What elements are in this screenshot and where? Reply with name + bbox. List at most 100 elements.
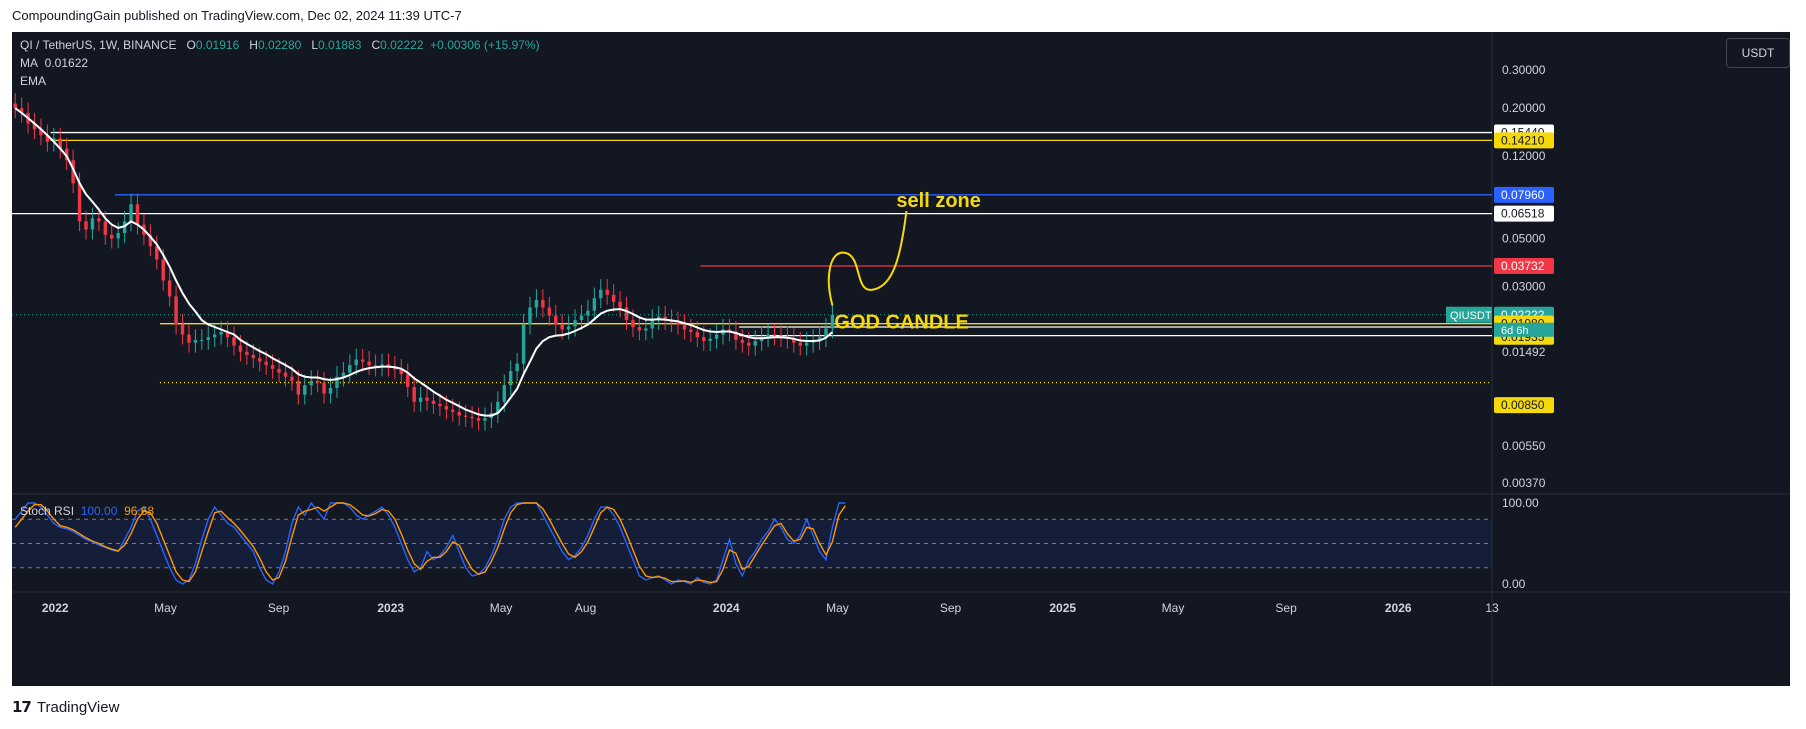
chart-canvas[interactable]: sell zone GOD CANDLE 0.30000 0.20000 0.12000… bbox=[12, 32, 1790, 686]
candle-body bbox=[431, 400, 436, 404]
candle bbox=[496, 391, 500, 424]
candle bbox=[19, 97, 24, 123]
tradingview-logo-icon[interactable]: 𝟭𝟳 bbox=[12, 698, 32, 716]
price-label-bg bbox=[1494, 397, 1554, 414]
candle bbox=[528, 296, 532, 335]
candle bbox=[200, 329, 204, 350]
candle bbox=[373, 354, 378, 377]
candle-body bbox=[747, 342, 751, 346]
candle-body bbox=[702, 337, 706, 342]
candle-body bbox=[360, 359, 365, 362]
candle bbox=[412, 376, 416, 412]
candle-body bbox=[373, 365, 378, 367]
candle-body bbox=[219, 331, 223, 335]
price-tick: 0.03000 bbox=[1502, 280, 1546, 294]
candle-body bbox=[541, 299, 545, 308]
candle bbox=[386, 353, 391, 377]
candle bbox=[650, 309, 654, 339]
candle bbox=[84, 210, 88, 240]
time-tick: 2025 bbox=[1049, 601, 1076, 615]
candle-body bbox=[155, 246, 159, 260]
tradingview-brand[interactable]: TradingView bbox=[36, 698, 120, 716]
candle-body bbox=[830, 314, 835, 329]
candle-body bbox=[187, 334, 191, 343]
candle bbox=[103, 210, 108, 245]
candle-body bbox=[637, 327, 642, 331]
candle bbox=[64, 138, 69, 171]
candle-body bbox=[663, 316, 667, 321]
ma-legend[interactable]: MA 0.01622 bbox=[20, 56, 88, 70]
stoch-legend[interactable]: Stoch RSI 100.00 96.68 bbox=[20, 504, 154, 518]
time-tick: Aug bbox=[575, 601, 596, 615]
open-label: O bbox=[186, 38, 196, 52]
candle bbox=[303, 374, 307, 405]
candle-body bbox=[64, 148, 69, 161]
candle bbox=[367, 350, 371, 376]
price-label: 0.07960 bbox=[1494, 186, 1554, 203]
candle bbox=[586, 300, 590, 326]
candle bbox=[656, 305, 661, 330]
price-tick: 0.00370 bbox=[1502, 476, 1546, 490]
candle-body bbox=[386, 364, 391, 367]
chart-frame[interactable]: sell zone GOD CANDLE 0.30000 0.20000 0.12000… bbox=[12, 32, 1790, 686]
candle-body bbox=[740, 339, 745, 343]
candle-body bbox=[245, 351, 249, 355]
candle bbox=[58, 127, 62, 159]
candle-body bbox=[52, 138, 56, 142]
publisher-line: CompoundingGain published on TradingView… bbox=[12, 8, 462, 23]
candle bbox=[167, 269, 172, 307]
candle-body bbox=[714, 334, 719, 339]
candle-body bbox=[225, 331, 230, 338]
price-label: 0.00850 bbox=[1494, 397, 1554, 414]
candle bbox=[740, 329, 745, 353]
low-value: 0.01883 bbox=[318, 38, 362, 52]
candle-body bbox=[605, 289, 609, 295]
stoch-k-value: 100.00 bbox=[80, 504, 118, 518]
candle bbox=[129, 193, 133, 232]
candle-body bbox=[77, 183, 82, 222]
candle bbox=[695, 321, 700, 348]
open-value: 0.01916 bbox=[195, 38, 240, 52]
candle bbox=[476, 407, 481, 431]
candle bbox=[290, 366, 294, 391]
candle-body bbox=[251, 354, 256, 359]
candle bbox=[97, 207, 101, 232]
candle bbox=[232, 326, 236, 356]
candle-body bbox=[515, 363, 519, 372]
change-value: +0.00306 (+15.97%) bbox=[430, 38, 540, 52]
stoch-d-value: 96.68 bbox=[124, 504, 155, 518]
time-tick: 13 bbox=[1485, 601, 1499, 615]
price-tick: 0.00550 bbox=[1502, 439, 1546, 453]
candle bbox=[380, 353, 384, 377]
candle-body bbox=[676, 322, 680, 325]
time-tick: 2024 bbox=[713, 601, 740, 615]
candle bbox=[766, 323, 770, 348]
symbol-title[interactable]: QI / TetherUS, 1W, BINANCE bbox=[20, 38, 177, 52]
candle bbox=[534, 289, 539, 318]
candle bbox=[676, 311, 680, 335]
ema-line bbox=[14, 107, 834, 417]
ma-value: 0.01622 bbox=[44, 56, 89, 70]
ema-legend[interactable]: EMA bbox=[20, 74, 46, 88]
candle bbox=[32, 112, 37, 140]
candle-body bbox=[315, 380, 320, 383]
candle-body bbox=[90, 218, 95, 230]
candle-body bbox=[39, 129, 43, 136]
candle-body bbox=[689, 329, 693, 332]
candle bbox=[521, 313, 526, 374]
currency-button[interactable]: USDT bbox=[1726, 38, 1790, 68]
countdown-text: 6d 6h bbox=[1501, 325, 1529, 337]
candle bbox=[541, 289, 545, 318]
candle-body bbox=[206, 337, 210, 340]
price-label-text: 0.00850 bbox=[1501, 398, 1545, 412]
candle bbox=[328, 377, 333, 404]
candle-body bbox=[45, 135, 50, 142]
candle-body bbox=[97, 218, 101, 222]
candle-body bbox=[161, 259, 165, 281]
candle-body bbox=[463, 415, 468, 417]
candle bbox=[804, 332, 809, 356]
candle-body bbox=[167, 280, 172, 297]
candle-body bbox=[708, 338, 712, 342]
candle-body bbox=[817, 337, 822, 340]
candle bbox=[360, 348, 365, 372]
